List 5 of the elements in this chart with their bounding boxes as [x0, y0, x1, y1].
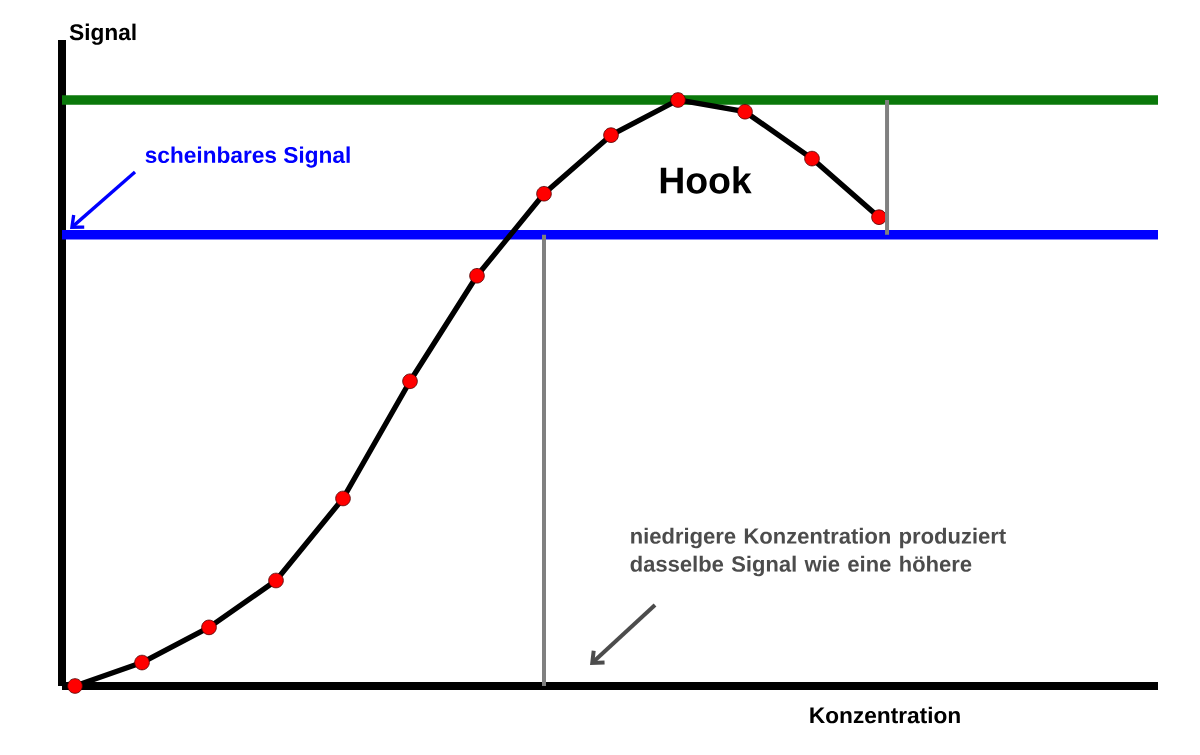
ref-line-label: scheinbares Signal	[145, 146, 350, 168]
y-axis-title: Signal	[69, 23, 136, 45]
x-axis-title: Konzentration	[810, 706, 960, 724]
annotation: Hook	[660, 166, 752, 194]
annotation: niedrigere Konzentration produziert dasselbe Signal wie eine höhere	[630, 527, 1006, 577]
